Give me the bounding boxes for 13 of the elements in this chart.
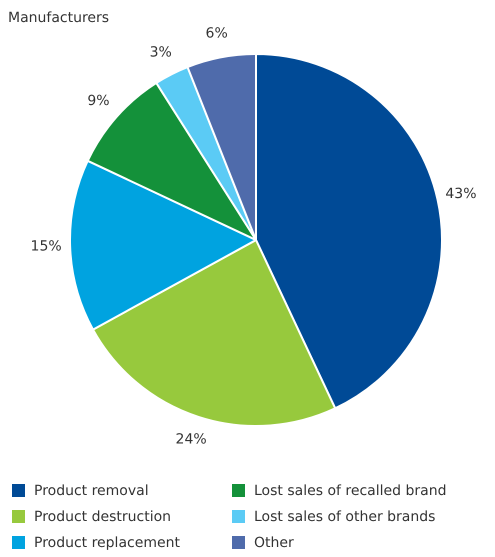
legend-label: Lost sales of recalled brand [254, 483, 446, 499]
legend-label: Lost sales of other brands [254, 509, 436, 525]
legend-label: Product removal [34, 483, 149, 499]
chart-title: Manufacturers [8, 10, 110, 26]
data-label: 15% [30, 238, 62, 254]
data-label: 3% [150, 44, 172, 61]
data-label: 9% [87, 92, 110, 109]
data-label: 24% [176, 432, 207, 448]
data-label: 43% [445, 186, 477, 202]
legend-label: Other [254, 535, 294, 551]
data-label: 6% [206, 26, 228, 42]
legend-label: Product replacement [34, 535, 180, 551]
legend-label: Product destruction [34, 509, 172, 525]
